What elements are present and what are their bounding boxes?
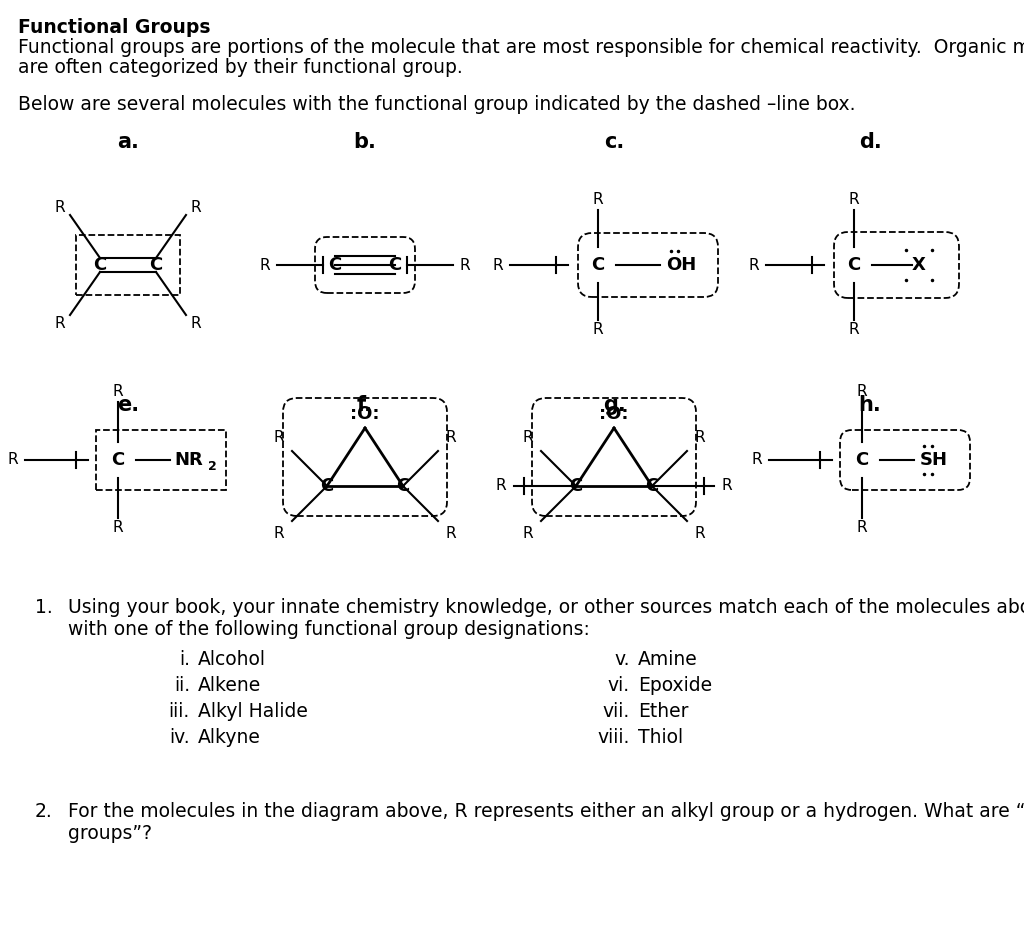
Text: 2.: 2. xyxy=(35,802,53,821)
Text: C: C xyxy=(569,477,583,495)
Text: Amine: Amine xyxy=(638,650,697,669)
Text: R: R xyxy=(113,520,123,535)
Text: OH: OH xyxy=(666,256,696,274)
Bar xyxy=(96,430,226,490)
Text: vi.: vi. xyxy=(608,676,630,695)
Text: Below are several molecules with the functional group indicated by the dashed –l: Below are several molecules with the fun… xyxy=(18,95,855,114)
Text: R: R xyxy=(857,384,867,399)
Text: viii.: viii. xyxy=(598,728,630,747)
Text: i.: i. xyxy=(179,650,190,669)
Text: C: C xyxy=(388,256,401,274)
Text: e.: e. xyxy=(117,395,139,415)
Text: groups”?: groups”? xyxy=(68,824,152,843)
Text: For the molecules in the diagram above, R represents either an alkyl group or a : For the molecules in the diagram above, … xyxy=(68,802,1024,821)
Text: d.: d. xyxy=(859,132,882,152)
Bar xyxy=(76,235,180,295)
Text: R: R xyxy=(460,257,470,272)
Text: Functional Groups: Functional Groups xyxy=(18,18,211,37)
Text: ii.: ii. xyxy=(174,676,190,695)
Text: R: R xyxy=(593,322,603,337)
Text: Alcohol: Alcohol xyxy=(198,650,266,669)
Text: R: R xyxy=(849,193,859,207)
Text: C: C xyxy=(848,256,860,274)
Text: R: R xyxy=(260,257,270,272)
Text: Functional groups are portions of the molecule that are most responsible for che: Functional groups are portions of the mo… xyxy=(18,38,1024,57)
Text: R: R xyxy=(752,453,762,468)
Text: R: R xyxy=(445,431,457,445)
Text: b.: b. xyxy=(353,132,377,152)
Text: Epoxide: Epoxide xyxy=(638,676,712,695)
Text: :O:: :O: xyxy=(350,405,380,423)
Text: R: R xyxy=(593,193,603,207)
Text: Alkene: Alkene xyxy=(198,676,261,695)
Text: Alkyl Halide: Alkyl Halide xyxy=(198,702,308,721)
Text: g.: g. xyxy=(603,395,626,415)
Text: C: C xyxy=(150,256,163,274)
Text: are often categorized by their functional group.: are often categorized by their functiona… xyxy=(18,58,463,77)
Text: C: C xyxy=(645,477,658,495)
Text: C: C xyxy=(592,256,604,274)
Text: SH: SH xyxy=(920,451,948,469)
Text: C: C xyxy=(93,256,106,274)
Text: C: C xyxy=(112,451,125,469)
Text: vii.: vii. xyxy=(603,702,630,721)
Text: c.: c. xyxy=(604,132,624,152)
Text: C: C xyxy=(321,477,334,495)
Text: iv.: iv. xyxy=(169,728,190,747)
Text: R: R xyxy=(190,316,202,331)
Text: R: R xyxy=(857,520,867,535)
Text: Ether: Ether xyxy=(638,702,688,721)
Text: Using your book, your innate chemistry knowledge, or other sources match each of: Using your book, your innate chemistry k… xyxy=(68,598,1024,617)
Text: v.: v. xyxy=(614,650,630,669)
Text: R: R xyxy=(54,316,66,331)
Text: Alkyne: Alkyne xyxy=(198,728,261,747)
Text: R: R xyxy=(54,199,66,215)
Text: R: R xyxy=(522,431,534,445)
Text: 1.: 1. xyxy=(35,598,53,617)
Text: Thiol: Thiol xyxy=(638,728,683,747)
Text: f.: f. xyxy=(357,395,373,415)
Text: R: R xyxy=(694,431,706,445)
Text: R: R xyxy=(445,527,457,542)
Text: NR: NR xyxy=(174,451,203,469)
Text: R: R xyxy=(694,527,706,542)
Text: iii.: iii. xyxy=(169,702,190,721)
Text: C: C xyxy=(396,477,410,495)
Text: h.: h. xyxy=(859,395,882,415)
Text: X: X xyxy=(912,256,926,274)
Text: R: R xyxy=(190,199,202,215)
Text: C: C xyxy=(855,451,868,469)
Text: R: R xyxy=(273,431,285,445)
Text: R: R xyxy=(496,479,506,494)
Text: R: R xyxy=(722,479,732,494)
Text: R: R xyxy=(8,453,18,468)
Text: R: R xyxy=(273,527,285,542)
Text: R: R xyxy=(522,527,534,542)
Text: R: R xyxy=(849,322,859,337)
Text: R: R xyxy=(749,257,760,272)
Text: a.: a. xyxy=(117,132,139,152)
Text: R: R xyxy=(493,257,504,272)
Text: C: C xyxy=(329,256,342,274)
Text: with one of the following functional group designations:: with one of the following functional gro… xyxy=(68,620,590,639)
Text: R: R xyxy=(113,384,123,399)
Text: :O:: :O: xyxy=(599,405,629,423)
Text: 2: 2 xyxy=(208,459,217,472)
